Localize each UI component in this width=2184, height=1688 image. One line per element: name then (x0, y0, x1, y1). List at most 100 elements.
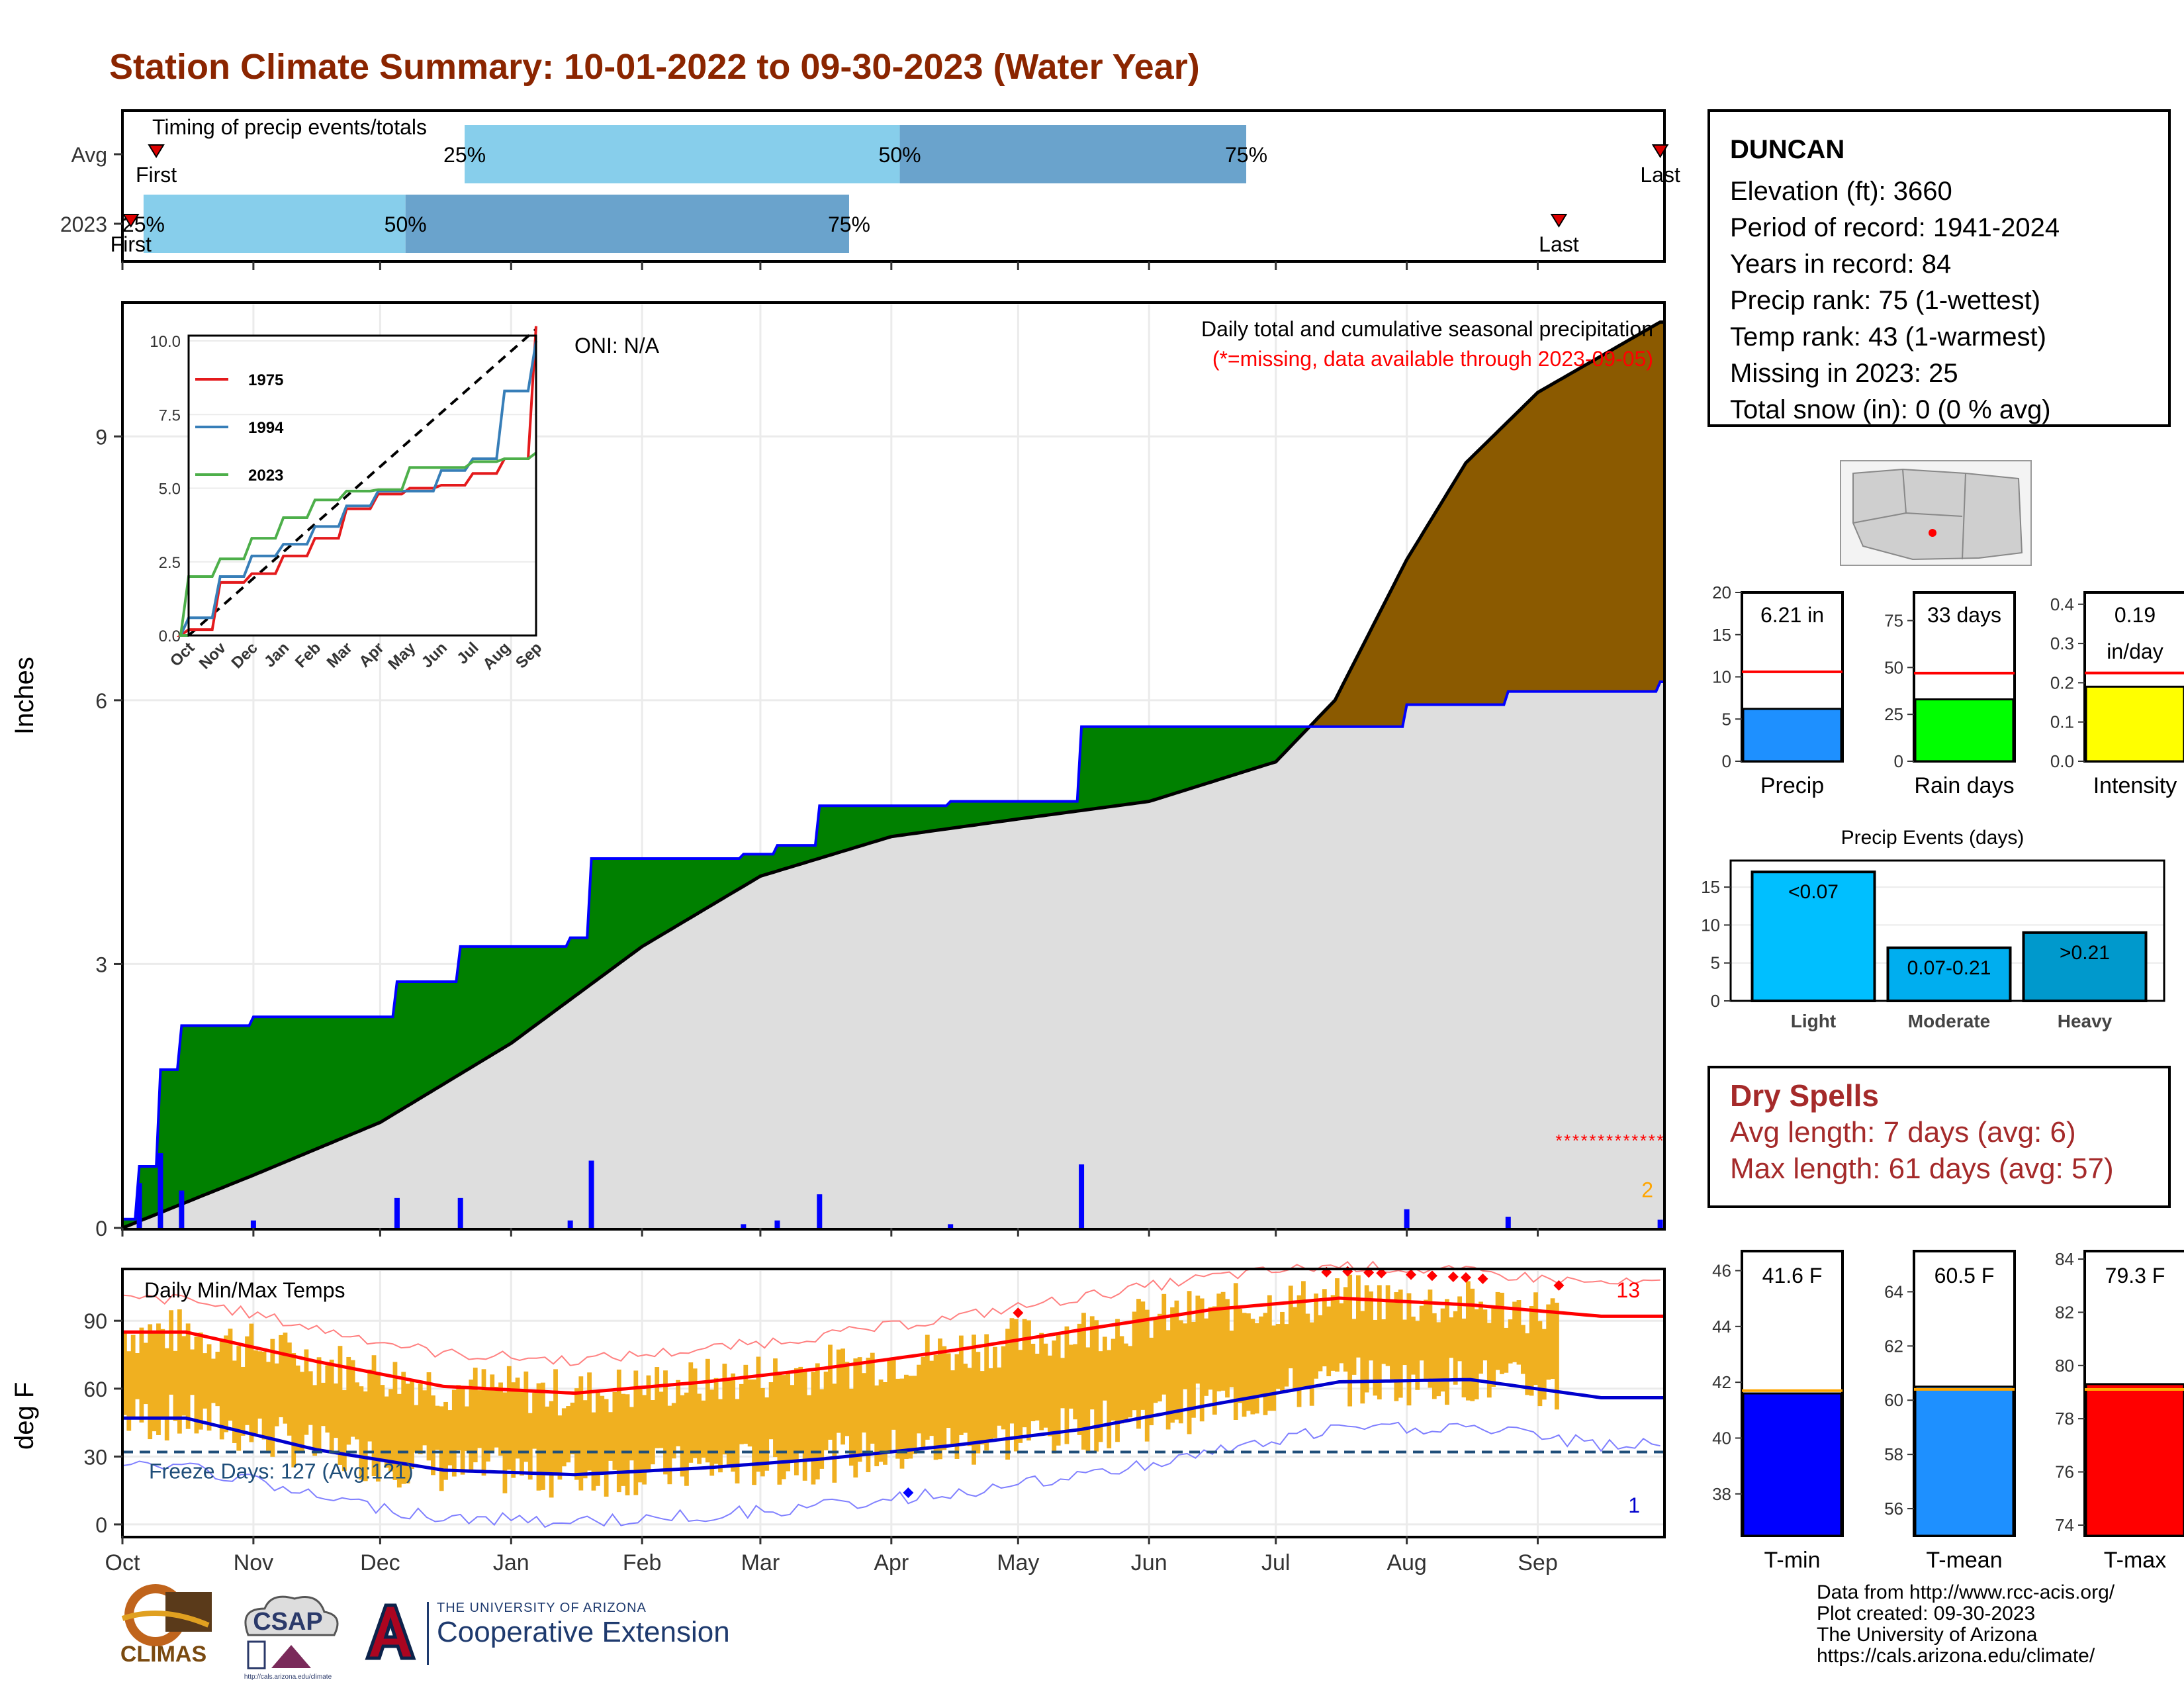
inset-legend-label: 1975 (248, 371, 283, 389)
temp-daily-bar (1550, 1298, 1555, 1380)
station-name: DUNCAN (1730, 135, 1845, 164)
temp-daily-bar (295, 1365, 300, 1452)
temp-daily-bar (1398, 1289, 1403, 1398)
temp-daily-bar (1111, 1338, 1116, 1421)
temp-daily-bar (490, 1374, 495, 1452)
temp-daily-bar (735, 1399, 740, 1483)
temp-daily-bar (1271, 1325, 1277, 1411)
temp-daily-bar (139, 1327, 144, 1423)
temp-daily-bar (334, 1383, 338, 1438)
mini-temp-label: T-mean (1926, 1548, 2002, 1573)
temp-daily-bar (177, 1309, 182, 1434)
temp-daily-bar (502, 1392, 508, 1493)
temp-daily-bar (355, 1382, 359, 1440)
temp-daily-bar (561, 1408, 567, 1467)
mini-temp-ytick-label: 74 (2055, 1515, 2074, 1535)
locator-map (1840, 460, 2032, 566)
temp-daily-bar (1309, 1322, 1314, 1406)
mini-precip-ytick-label: 0.0 (2050, 751, 2074, 771)
temp-daily-bar (1048, 1355, 1052, 1436)
temp-daily-bar (1001, 1346, 1006, 1430)
temp-daily-bar (692, 1368, 698, 1458)
temp-daily-bar (938, 1338, 942, 1460)
logo-divider (427, 1602, 429, 1665)
temp-daily-bar (1533, 1292, 1538, 1385)
temp-daily-bar (1390, 1302, 1394, 1380)
timing-last-marker (1550, 214, 1568, 228)
temp-ytick-label: 60 (83, 1378, 107, 1401)
temp-daily-bar (329, 1359, 334, 1454)
record-high-marker (1321, 1266, 1332, 1278)
mini-temp-value: 60.5 F (1934, 1264, 1995, 1288)
month-label: Sep (1518, 1550, 1558, 1575)
missing-count: 2 (1641, 1178, 1653, 1202)
temp-daily-bar (185, 1323, 191, 1429)
temp-daily-bar (316, 1357, 322, 1453)
temp-daily-bar (350, 1360, 355, 1437)
mini-precip-label: Precip (1760, 773, 1824, 798)
temp-daily-bar (1149, 1337, 1154, 1426)
temp-daily-bar (257, 1351, 263, 1419)
temp-daily-bar (1474, 1309, 1479, 1399)
temp-daily-bar (169, 1310, 174, 1395)
temp-chart: Freeze Days: 127 (Avg:121) Daily Min/Max … (83, 1260, 1666, 1575)
temp-daily-bar (663, 1370, 668, 1475)
mini-temp-ytick-label: 38 (1712, 1484, 1731, 1504)
temp-daily-bar (1461, 1318, 1467, 1397)
temp-daily-bar (819, 1389, 825, 1469)
temp-daily-bar (422, 1390, 428, 1446)
temp-daily-bar (431, 1395, 435, 1476)
temp-daily-bar (718, 1399, 723, 1473)
record-high-marker (1013, 1307, 1024, 1319)
temp-daily-bar (557, 1415, 563, 1480)
mini-temp-ytick-label: 62 (1884, 1336, 1903, 1356)
record-high-line (122, 1260, 1661, 1366)
temp-daily-bar (388, 1389, 393, 1472)
temp-daily-bar (1351, 1319, 1357, 1375)
dry-spells-box: Dry Spells Avg length: 7 days (avg: 6) M… (1707, 1066, 2171, 1208)
temp-daily-bar (152, 1332, 157, 1432)
missing-marker: * (1555, 1131, 1562, 1150)
missing-marker: * (1598, 1131, 1604, 1150)
temp-daily-bar (798, 1366, 803, 1453)
month-label: Jun (1131, 1550, 1167, 1575)
temp-daily-bar (1064, 1326, 1069, 1444)
temp-daily-bar (523, 1371, 529, 1462)
record-high-marker (1477, 1273, 1488, 1284)
temp-daily-bar (173, 1350, 178, 1421)
temp-daily-bar (887, 1360, 892, 1451)
temp-daily-bar (786, 1373, 791, 1472)
temp-daily-bar (1052, 1340, 1057, 1454)
timing-last-label: Last (1539, 232, 1579, 256)
temp-daily-bar (1077, 1323, 1082, 1435)
temp-daily-bar (1005, 1329, 1010, 1460)
temp-daily-bar (1009, 1318, 1015, 1424)
temp-daily-bar (899, 1378, 905, 1469)
temp-daily-bar (1335, 1278, 1340, 1372)
temp-daily-bar (566, 1406, 571, 1463)
temp-daily-bar (211, 1358, 216, 1403)
temp-daily-bar (1136, 1299, 1141, 1429)
temp-daily-bar (1153, 1318, 1158, 1403)
record-high-marker (1460, 1272, 1471, 1283)
temp-daily-bar (1445, 1299, 1449, 1405)
temp-daily-bar (925, 1335, 930, 1440)
missing-marker: * (1623, 1131, 1629, 1150)
temp-daily-bar (1516, 1300, 1522, 1365)
temp-daily-bar (1208, 1307, 1213, 1390)
mini-temp-ytick-label: 58 (1884, 1444, 1903, 1464)
mini-temp-bar (1742, 1392, 1843, 1537)
temp-daily-bar (1246, 1313, 1251, 1411)
temp-daily-bar (1293, 1307, 1298, 1390)
mini-temp-ytick-label: 44 (1712, 1317, 1731, 1336)
temp-daily-bar (498, 1382, 503, 1456)
temp-daily-bar (1410, 1316, 1416, 1375)
temp-daily-bar (760, 1387, 765, 1477)
temp-daily-bar (1347, 1274, 1353, 1407)
temp-daily-bar (963, 1364, 968, 1433)
temp-daily-bar (946, 1353, 951, 1429)
temp-daily-bar (1373, 1320, 1378, 1396)
temp-daily-bar (587, 1372, 592, 1471)
mini-temp-ytick-label: 40 (1712, 1428, 1731, 1448)
temp-daily-bar (1385, 1285, 1390, 1366)
